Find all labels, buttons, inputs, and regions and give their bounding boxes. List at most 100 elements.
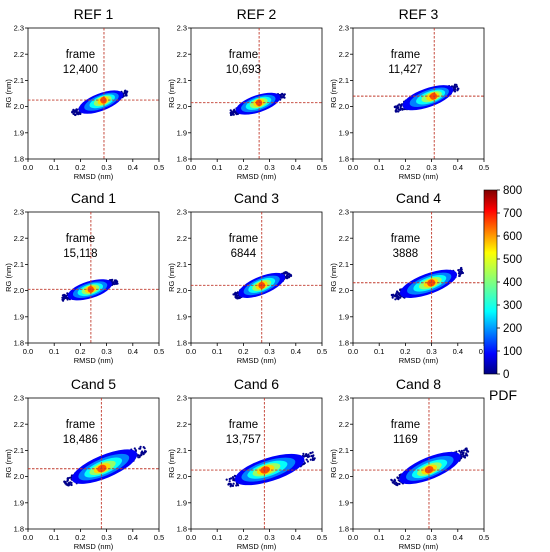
y-tick-label: 2.1 — [177, 260, 187, 269]
density-point — [455, 83, 458, 86]
y-tick-label: 2.0 — [14, 102, 24, 111]
frame-value: 10,693 — [226, 64, 261, 76]
density-point — [62, 297, 65, 300]
y-tick-label: 1.9 — [177, 312, 187, 321]
x-tick-label: 0.2 — [400, 163, 410, 172]
frame-label: frame — [66, 49, 95, 61]
density-cloud — [229, 92, 286, 117]
density-point — [225, 478, 228, 481]
density-point — [76, 111, 79, 114]
density-point — [229, 109, 232, 112]
y-axis-label: RG (nm) — [167, 263, 176, 292]
panel-title: Cand 1 — [71, 190, 116, 206]
y-tick-label: 2.1 — [339, 76, 349, 85]
frame-label: frame — [229, 49, 258, 61]
density-point — [458, 449, 461, 453]
panel: 0.0 0.1 0.2 0.3 0.4 0.5 1.8 1.9 2.0 2.1 2.2 2.3 RMSD… — [167, 376, 327, 551]
density-point — [133, 447, 136, 450]
density-point — [140, 451, 143, 454]
density-cloud — [393, 83, 460, 113]
y-tick-label: 1.8 — [14, 155, 24, 164]
density-point — [70, 483, 73, 487]
x-tick-label: 0.4 — [291, 533, 301, 542]
x-tick-label: 0.5 — [479, 533, 489, 542]
density-point — [124, 89, 127, 92]
colorbar-tick-label: 300 — [503, 300, 522, 312]
density-point — [134, 449, 137, 452]
density-point — [232, 293, 235, 296]
x-axis-label: RMSD (nm) — [399, 172, 439, 181]
density-point — [288, 276, 291, 279]
x-tick-label: 0.3 — [264, 533, 274, 542]
density-point — [401, 107, 404, 110]
y-tick-label: 2.3 — [177, 208, 187, 217]
x-tick-label: 0.1 — [49, 347, 59, 356]
density-point — [142, 453, 145, 456]
x-tick-label: 0.0 — [348, 163, 358, 172]
panel-title: REF 1 — [74, 6, 114, 22]
y-tick-label: 2.2 — [177, 50, 187, 59]
colorbar: 0 100 200 300 400 500 600 700 800 PDF — [483, 185, 522, 403]
panel-title: Cand 6 — [234, 376, 279, 392]
density-point — [305, 458, 308, 461]
density-point — [232, 482, 235, 485]
density-point — [111, 282, 114, 285]
x-tick-label: 0.0 — [348, 533, 358, 542]
density-point — [283, 93, 286, 96]
y-tick-label: 2.3 — [14, 24, 24, 33]
density-point — [455, 85, 459, 88]
x-tick-label: 0.2 — [75, 163, 85, 172]
y-tick-label: 2.1 — [14, 260, 24, 269]
density-point — [123, 91, 126, 94]
x-tick-label: 0.4 — [128, 533, 138, 542]
density-point — [302, 462, 305, 466]
panel: 0.0 0.1 0.2 0.3 0.4 0.5 1.8 1.9 2.0 2.1 2.2 2.3 RMSD… — [4, 190, 164, 365]
x-tick-label: 0.4 — [453, 533, 463, 542]
density-point — [311, 451, 314, 454]
y-axis-label: RG (nm) — [4, 263, 13, 292]
y-tick-label: 2.2 — [339, 50, 349, 59]
density-point — [390, 478, 393, 481]
density-point — [309, 451, 312, 455]
panel-title: Cand 8 — [396, 376, 441, 392]
density-point — [391, 296, 394, 299]
density-point — [238, 296, 241, 300]
density-point — [396, 107, 399, 110]
density-point — [111, 278, 114, 281]
density-point — [399, 104, 402, 107]
density-point — [311, 457, 314, 460]
y-tick-label: 2.2 — [14, 234, 24, 243]
frame-label: frame — [391, 49, 420, 61]
x-tick-label: 0.3 — [264, 347, 274, 356]
density-point — [283, 271, 286, 274]
x-tick-label: 0.2 — [75, 347, 85, 356]
density-point — [66, 477, 70, 480]
y-tick-label: 1.9 — [339, 312, 349, 321]
density-point — [233, 474, 236, 477]
density-point — [458, 274, 461, 278]
y-tick-label: 1.9 — [14, 498, 24, 507]
density-point — [122, 94, 125, 98]
colorbar-tick-label: 500 — [503, 254, 522, 266]
y-tick-label: 1.9 — [14, 128, 24, 137]
y-axis-label: RG (nm) — [329, 79, 338, 108]
y-tick-label: 2.0 — [177, 102, 187, 111]
density-point — [454, 86, 457, 89]
y-tick-label: 2.0 — [339, 102, 349, 111]
x-tick-label: 0.2 — [238, 163, 248, 172]
density-point — [237, 484, 240, 487]
panel: 0.0 0.1 0.2 0.3 0.4 0.5 1.8 1.9 2.0 2.1 2.2 2.3 RMSD… — [329, 376, 489, 551]
colorbar-tick-label: 600 — [503, 231, 522, 243]
frame-value: 11,427 — [388, 64, 422, 76]
density-point — [397, 479, 400, 482]
x-tick-label: 0.0 — [186, 533, 196, 542]
frame-value: 3888 — [393, 248, 419, 260]
y-tick-label: 2.3 — [339, 24, 349, 33]
panel-title: REF 2 — [237, 6, 277, 22]
density-point — [397, 296, 400, 300]
colorbar-ticks: 0 100 200 300 400 500 600 700 800 — [497, 185, 522, 381]
density-point — [306, 460, 309, 463]
x-tick-label: 0.2 — [238, 533, 248, 542]
density-point — [143, 450, 147, 453]
